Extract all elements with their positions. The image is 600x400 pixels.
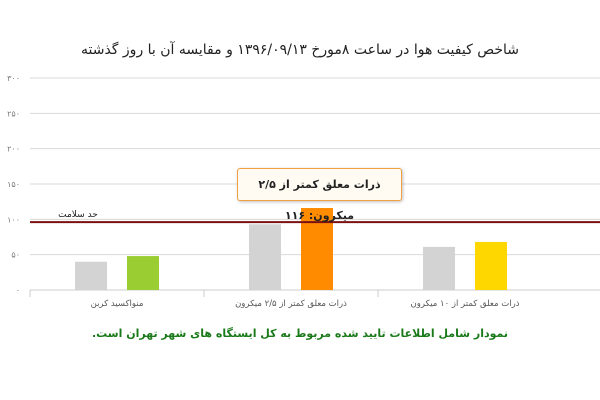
y-tick-label: ۵۰ (11, 251, 20, 260)
chart-title: شاخص کیفیت هوا در ساعت ۸مورخ ۱۳۹۶/۰۹/۱۳ … (81, 42, 519, 58)
x-tick-label: ذرات معلق کمتر از ۲/۵ میکرون (235, 299, 347, 309)
x-tick-label: منواکسید کربن (91, 299, 144, 309)
y-tick-label: ۳۰۰ (7, 74, 20, 83)
bar (75, 261, 107, 290)
health-limit-label: حد سلامت (58, 210, 98, 220)
x-tick-label: ذرات معلق کمتر از ۱۰ میکرون (410, 299, 519, 309)
bar (475, 241, 507, 290)
y-tick-label: ۰ (16, 286, 20, 295)
tooltip: ذرات معلق کمتر از ۲/۵ میکرون: ۱۱۶ (237, 168, 402, 222)
bar (423, 246, 455, 290)
y-tick-label: ۱۵۰ (7, 180, 20, 189)
y-tick-label: ۲۵۰ (7, 109, 20, 118)
chart-note: نمودار شامل اطلاعات تایید شده مربوط به ک… (91, 327, 509, 340)
bar (249, 224, 281, 290)
bar (127, 256, 159, 290)
y-tick-label: ۱۰۰ (7, 215, 20, 224)
y-tick-label: ۲۰۰ (7, 145, 20, 154)
